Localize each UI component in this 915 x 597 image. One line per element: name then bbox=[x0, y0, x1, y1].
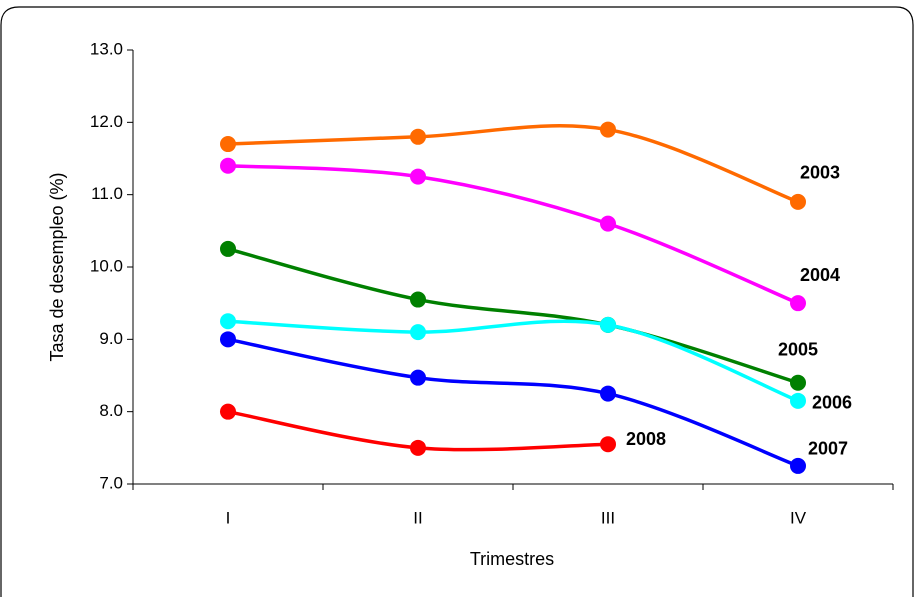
data-point bbox=[600, 215, 616, 232]
data-point bbox=[220, 240, 236, 257]
x-tick-label: III bbox=[601, 508, 615, 527]
data-point bbox=[220, 157, 236, 174]
data-point bbox=[220, 313, 236, 330]
series-label: 2005 bbox=[778, 339, 818, 359]
data-point bbox=[790, 457, 806, 474]
data-point bbox=[790, 374, 806, 391]
data-point bbox=[220, 136, 236, 153]
y-axis-title: Tasa de desempleo (%) bbox=[47, 172, 67, 361]
y-tick-label: 8.0 bbox=[99, 401, 123, 420]
data-point bbox=[410, 324, 426, 341]
data-point bbox=[410, 168, 426, 185]
data-point bbox=[220, 331, 236, 348]
y-tick-label: 11.0 bbox=[91, 184, 123, 203]
y-tick-label: 12.0 bbox=[90, 112, 123, 131]
data-point bbox=[600, 121, 616, 138]
series-line bbox=[227, 163, 799, 305]
data-point bbox=[410, 369, 426, 386]
y-tick-label: 10.0 bbox=[90, 256, 123, 275]
data-point bbox=[410, 291, 426, 308]
series-line bbox=[227, 319, 799, 403]
series-line bbox=[227, 337, 799, 468]
data-point bbox=[790, 295, 806, 312]
series-label: 2007 bbox=[808, 439, 848, 459]
x-tick-label: I bbox=[226, 508, 231, 527]
chart-frame bbox=[0, 6, 914, 597]
data-point bbox=[790, 193, 806, 210]
series-label: 2003 bbox=[800, 163, 840, 183]
series-label: 2006 bbox=[812, 393, 852, 413]
data-point bbox=[600, 385, 616, 402]
y-tick-label: 7.0 bbox=[99, 473, 123, 492]
series-label: 2008 bbox=[626, 429, 666, 449]
data-point bbox=[410, 128, 426, 145]
series-line bbox=[227, 124, 799, 204]
series-label: 2004 bbox=[800, 265, 840, 285]
data-point bbox=[600, 316, 616, 333]
x-tick-label: II bbox=[413, 508, 422, 527]
y-tick-label: 9.0 bbox=[99, 329, 123, 348]
y-tick-label: 13.0 bbox=[90, 39, 123, 58]
data-point bbox=[790, 392, 806, 409]
series-line bbox=[227, 247, 799, 385]
data-point bbox=[410, 439, 426, 456]
x-tick-label: IV bbox=[790, 508, 807, 527]
data-point bbox=[220, 403, 236, 420]
data-point bbox=[600, 436, 616, 453]
x-axis-title: Trimestres bbox=[470, 549, 554, 569]
